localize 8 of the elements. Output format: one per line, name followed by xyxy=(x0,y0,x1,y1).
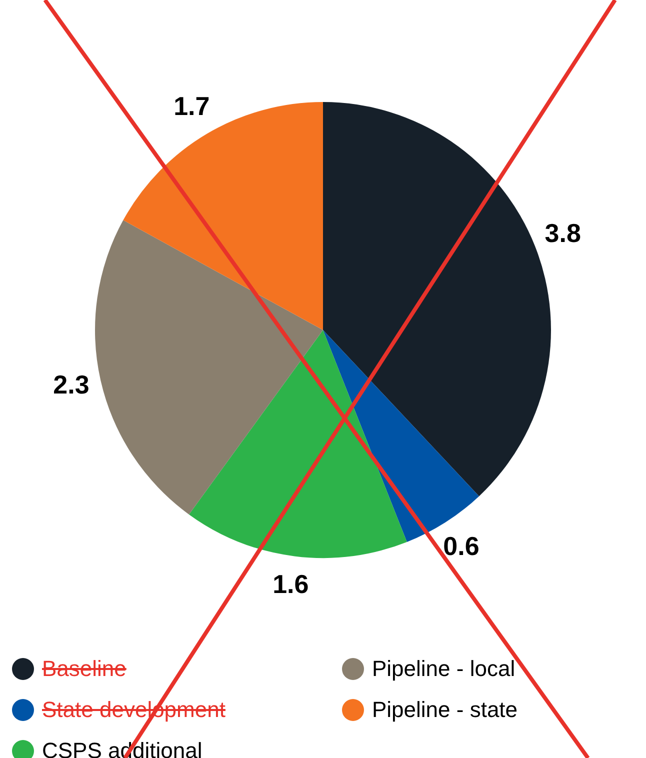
data-label: 3.8 xyxy=(544,218,581,248)
legend-label: Pipeline - state xyxy=(372,696,518,722)
data-label: 1.6 xyxy=(272,569,309,600)
data-label: 1.7 xyxy=(174,91,210,122)
data-label: 2.3 xyxy=(53,369,90,400)
legend-label: Baseline xyxy=(42,656,126,682)
legend-label: Pipeline - local xyxy=(372,656,516,682)
data-label: 0.6 xyxy=(443,531,480,562)
